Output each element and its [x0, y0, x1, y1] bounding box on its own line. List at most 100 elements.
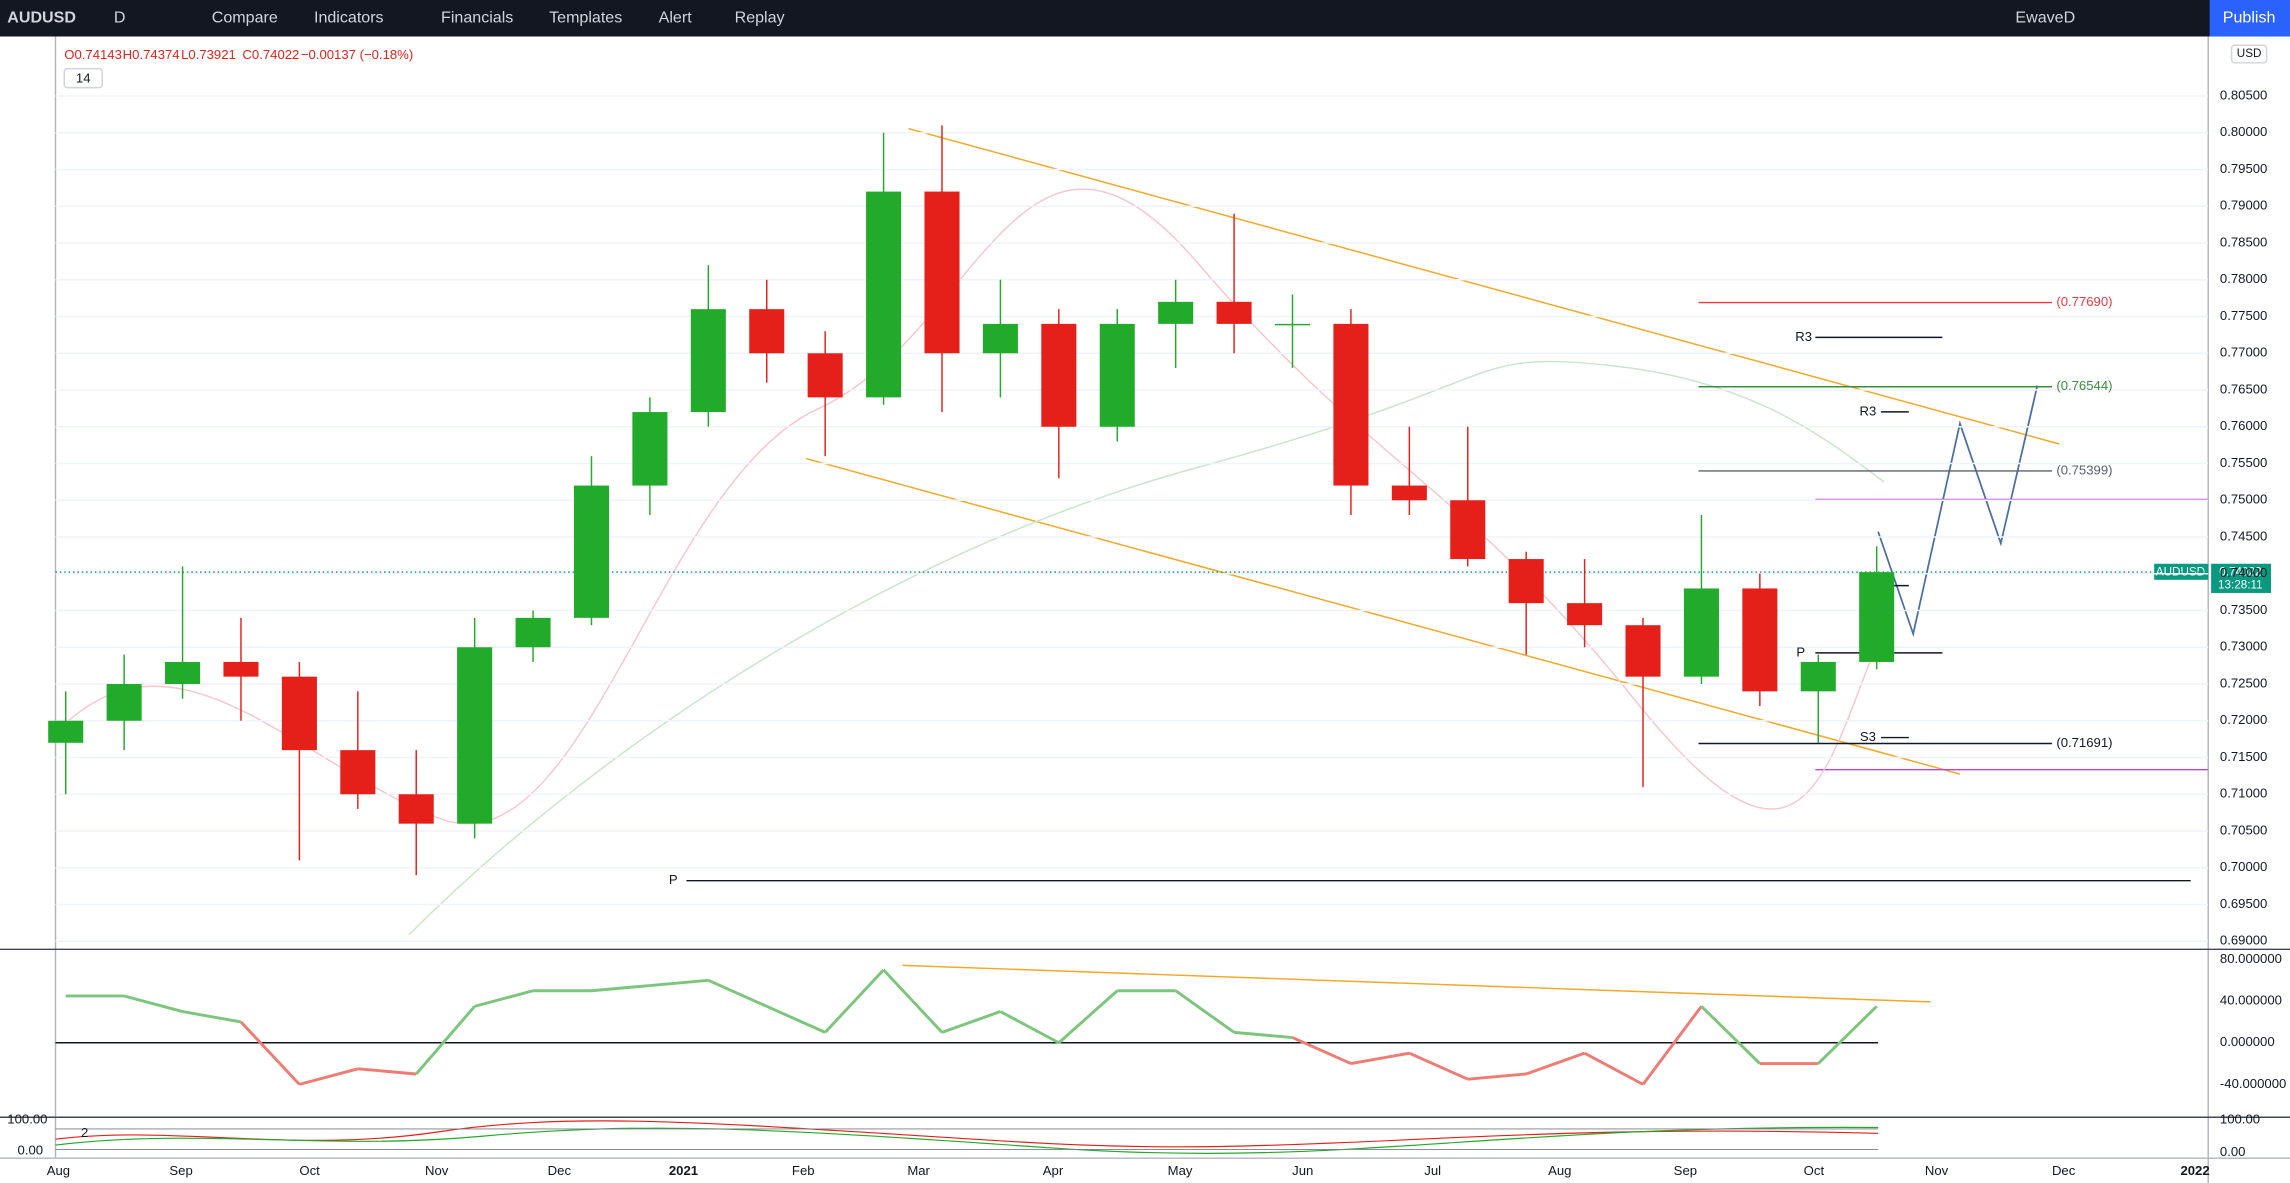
x-tick-label: Aug [1548, 1163, 1571, 1178]
currency-button[interactable] [2230, 44, 2268, 64]
collapse-button[interactable] [63, 67, 103, 89]
indicator-band [57, 188, 1885, 825]
candle-body [281, 676, 317, 751]
candle-body [1041, 323, 1077, 427]
currency: USD [2237, 47, 2262, 60]
oscillator-segment [1233, 1030, 1293, 1040]
oscillator-segment [182, 1010, 242, 1024]
candle-body [340, 750, 376, 795]
countdown: 13:28:11 [2218, 579, 2263, 592]
x-tick-label: 2021 [669, 1163, 698, 1178]
oscillator-segment [1291, 1036, 1352, 1065]
x-tick-label: Nov [425, 1163, 449, 1178]
y-tick-label: 0.79000 [2220, 198, 2267, 213]
y-tick-label: 0.70500 [2220, 822, 2267, 837]
price-tag [2211, 563, 2272, 593]
y-tick-label: 0.000000 [2220, 1034, 2275, 1049]
trend-line [908, 127, 2060, 445]
oscillator-segment [474, 989, 534, 1008]
candle-body [398, 794, 434, 824]
oscillator-segment [1583, 1051, 1644, 1086]
y-tick-label: 0.71500 [2220, 749, 2267, 764]
y-tick-label: 40.000000 [2220, 993, 2282, 1008]
y-tick-label: 0.74000 [2220, 565, 2267, 580]
oscillator-segment [1408, 1051, 1469, 1081]
oscillator-segment [882, 968, 944, 1034]
toolbar-button[interactable]: Compare [212, 9, 278, 27]
ohlc-value: −0.00137 (−0.18%) [301, 47, 413, 62]
oscillator-segment [766, 1005, 826, 1034]
y-tick-label: 0.75500 [2220, 455, 2267, 470]
toolbar-button[interactable]: Templates [549, 9, 622, 27]
oscillator-segment [824, 968, 885, 1034]
candle-body [106, 684, 142, 721]
toolbar-button[interactable]: Alert [659, 9, 693, 27]
candle-body [457, 647, 493, 824]
toolbar [0, 0, 2290, 37]
x-tick-label: Sep [1674, 1163, 1697, 1178]
oscillator-segment [299, 1067, 359, 1086]
y-tick-label: 0.00 [2220, 1144, 2246, 1159]
x-tick-label: Feb [792, 1163, 815, 1178]
candle-body [1216, 301, 1252, 324]
oscillator-segment [1467, 1072, 1527, 1081]
x-tick-label: Sep [169, 1163, 192, 1178]
candle-body [48, 720, 84, 743]
y-tick-label: 0.73000 [2220, 639, 2267, 654]
x-tick-label: Oct [299, 1163, 320, 1178]
oscillator-segment [1057, 989, 1119, 1044]
y-tick-label: 0.78000 [2220, 271, 2267, 286]
x-tick-label: Dec [2052, 1163, 2076, 1178]
y-tick-label: 0.74500 [2220, 528, 2267, 543]
candle-body [223, 661, 259, 677]
publish-label[interactable]: Publish [2223, 9, 2276, 27]
ohlc-value: C0.74022 [242, 47, 299, 62]
x-tick-label: Nov [1925, 1163, 1949, 1178]
y-tick-label: 0.77000 [2220, 345, 2267, 360]
oscillator-segment [1350, 1051, 1410, 1066]
ohlc-value: L0.73921 [181, 47, 236, 62]
candle-body [1450, 500, 1486, 560]
publish-button[interactable] [2209, 0, 2290, 37]
oscillator-segment [239, 1020, 301, 1086]
y-tick-label: 0.80500 [2220, 88, 2267, 103]
y-tick-label: 0.77500 [2220, 308, 2267, 323]
candle-body [1508, 559, 1544, 604]
toolbar-button[interactable]: Financials [441, 9, 513, 27]
candle-body [1625, 625, 1661, 677]
oscillator-segment [415, 1005, 476, 1075]
layout-name[interactable]: EwaveD [2015, 9, 2075, 27]
toolbar-button[interactable]: Replay [735, 9, 785, 27]
fib-label: (0.77690) [2056, 294, 2112, 309]
y-tick-label: 0.78500 [2220, 234, 2267, 249]
candle-body [1683, 588, 1719, 677]
pivot-label: P [669, 872, 678, 887]
candle-body [515, 617, 551, 648]
oscillator-segment [357, 1067, 417, 1076]
oscillator-segment [941, 1010, 1001, 1034]
fib-label: (0.75399) [2056, 462, 2112, 477]
oscillator-segment [1700, 1005, 1761, 1065]
oscillator-segment [999, 1010, 1060, 1045]
candle-body [690, 309, 726, 413]
candle-body [1567, 603, 1603, 626]
interval[interactable]: D [114, 9, 126, 27]
x-tick-label: Dec [548, 1163, 572, 1178]
y-tick-label: 0.75000 [2220, 492, 2267, 507]
x-tick-label: Aug [47, 1163, 70, 1178]
y-tick-label: 0.76500 [2220, 381, 2267, 396]
oscillator-segment [1817, 1005, 1878, 1065]
x-tick-label: May [1168, 1163, 1193, 1178]
pivot-label: S3 [1860, 729, 1876, 744]
indicator-length: 14 [76, 70, 91, 85]
x-tick-label: Apr [1043, 1163, 1064, 1178]
toolbar-button[interactable]: Indicators [314, 9, 384, 27]
symbol[interactable]: AUDUSD [7, 9, 76, 27]
candle-body [165, 661, 201, 685]
indicator-length: 2 [81, 1125, 88, 1140]
candle-body [982, 323, 1018, 354]
ohlc-value: O0.74143 [64, 47, 122, 62]
y-tick-label: 0.72000 [2220, 712, 2267, 727]
y-tick-label: 0.76000 [2220, 418, 2267, 433]
